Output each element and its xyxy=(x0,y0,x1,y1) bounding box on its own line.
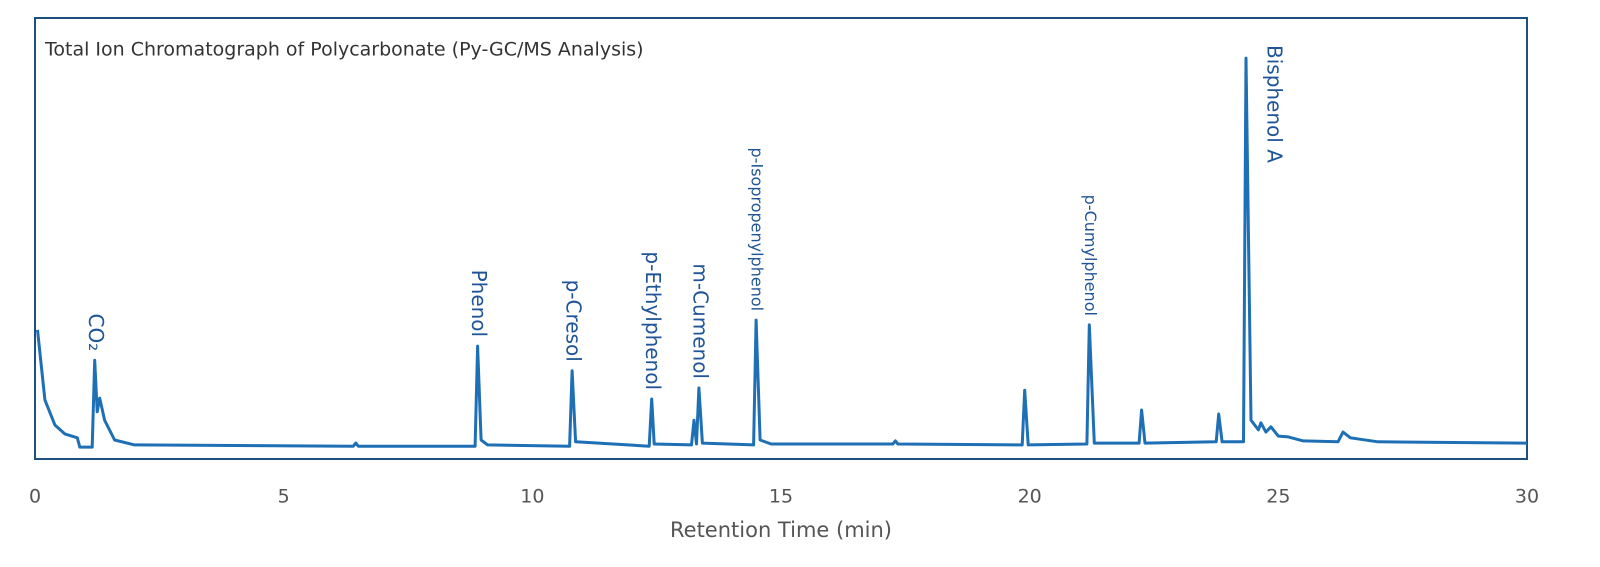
peak-label: CO₂ xyxy=(84,313,108,351)
peak-label: p-Cumylphenol xyxy=(1081,195,1100,316)
peak-label: Bisphenol A xyxy=(1263,45,1287,163)
x-tick-label: 5 xyxy=(278,486,290,508)
x-tick-label: 0 xyxy=(29,486,41,508)
plot-frame xyxy=(34,17,1528,460)
trace-line xyxy=(36,56,1528,449)
x-tick-label: 30 xyxy=(1515,486,1539,508)
x-tick-label: 15 xyxy=(769,486,793,508)
x-axis-label: Retention Time (min) xyxy=(670,518,892,542)
peak-label: p-Isopropenylphenol xyxy=(748,148,767,312)
peak-label: Phenol xyxy=(467,270,491,338)
chart-title: Total Ion Chromatograph of Polycarbonate… xyxy=(44,39,644,61)
peak-label: m-Cumenol xyxy=(688,263,712,379)
peak-label: p-Ethylphenol xyxy=(641,251,665,390)
x-tick-label: 10 xyxy=(520,486,544,508)
x-tick-label: 20 xyxy=(1018,486,1042,508)
peak-label: p-Cresol xyxy=(562,280,586,362)
x-tick-label: 25 xyxy=(1266,486,1290,508)
